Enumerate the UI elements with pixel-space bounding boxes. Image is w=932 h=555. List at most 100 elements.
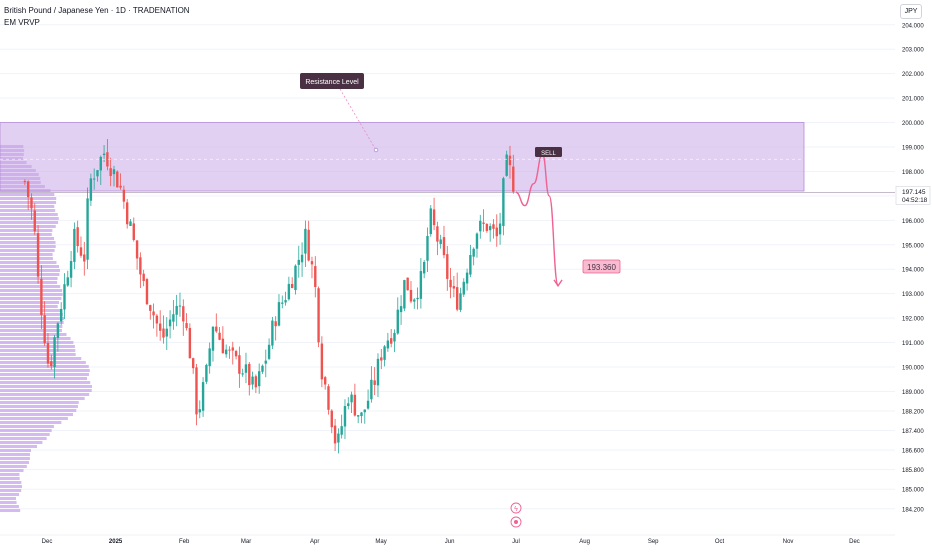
price-tick-label: 191.000 bbox=[902, 341, 924, 347]
candle-body bbox=[195, 367, 198, 415]
time-tick-label: May bbox=[375, 539, 386, 545]
volume-profile-bar bbox=[0, 485, 22, 488]
candle-body bbox=[488, 226, 492, 231]
symbol-title[interactable]: British Pound / Japanese Yen · 1D · TRAD… bbox=[4, 6, 190, 15]
target-label[interactable]: 193.360 bbox=[582, 259, 621, 274]
volume-profile-bar bbox=[0, 221, 59, 224]
candle-body bbox=[66, 277, 69, 286]
candle-body bbox=[59, 309, 63, 322]
volume-profile-bar bbox=[0, 349, 76, 352]
price-tick-label: 204.000 bbox=[902, 23, 924, 29]
volume-profile-bar bbox=[0, 365, 89, 368]
candle-body bbox=[452, 286, 456, 289]
price-tick-label: 199.000 bbox=[902, 146, 924, 152]
candle-body bbox=[63, 284, 66, 310]
price-tick-label: 185.800 bbox=[902, 468, 924, 474]
currency-button[interactable]: JPY bbox=[900, 4, 922, 19]
candle-body bbox=[492, 224, 495, 229]
candle-body bbox=[96, 170, 99, 177]
volume-profile-bar bbox=[0, 209, 56, 212]
price-axis-bg bbox=[895, 0, 932, 550]
volume-profile-bar bbox=[0, 457, 30, 460]
resistance-label-text: Resistance Level bbox=[305, 79, 359, 86]
candle-body bbox=[442, 237, 446, 256]
volume-profile-bar bbox=[0, 501, 17, 504]
candle-body bbox=[231, 347, 234, 351]
volume-profile-bar bbox=[0, 245, 56, 248]
volume-profile-bar bbox=[0, 233, 52, 236]
price-tick-label: 188.200 bbox=[902, 410, 924, 416]
candle-body bbox=[125, 202, 129, 225]
volume-profile-bar bbox=[0, 257, 53, 260]
candle-body bbox=[459, 293, 462, 310]
time-tick-label: Sep bbox=[648, 539, 659, 545]
volume-profile-bar bbox=[0, 313, 63, 316]
resistance-label[interactable]: Resistance Level bbox=[300, 73, 364, 89]
candle-body bbox=[198, 409, 201, 413]
candle-body bbox=[73, 228, 76, 262]
candle-body bbox=[158, 323, 162, 331]
candle-body bbox=[43, 315, 46, 344]
volume-profile-bar bbox=[0, 321, 64, 324]
time-axis[interactable]: Dec 2025 Feb Mar Apr May Jun Jul Aug Sep Oct Nov Dec bbox=[0, 534, 895, 550]
events-markers[interactable]: ϟ bbox=[510, 502, 522, 528]
price-tick-label: 200.000 bbox=[902, 121, 924, 127]
candle-body bbox=[264, 360, 267, 364]
indicator-label[interactable]: EM VRVP bbox=[4, 18, 40, 27]
candle-body bbox=[76, 227, 79, 247]
sell-label[interactable]: SELL bbox=[535, 147, 562, 157]
candle-body bbox=[79, 247, 83, 256]
volume-profile-bar bbox=[0, 217, 59, 220]
volume-profile-bar bbox=[0, 305, 58, 308]
candle-body bbox=[46, 342, 50, 364]
candle-body bbox=[465, 272, 469, 284]
lightning-icon: ϟ bbox=[514, 506, 518, 513]
resistance-zone[interactable] bbox=[0, 122, 805, 192]
volume-profile-bar bbox=[0, 413, 73, 416]
volume-profile-bar bbox=[0, 429, 52, 432]
candle-body bbox=[485, 224, 489, 231]
candle-body bbox=[439, 239, 442, 245]
volume-profile-bar bbox=[0, 309, 61, 312]
candle-body bbox=[205, 364, 208, 382]
candle-body bbox=[238, 355, 241, 374]
volume-profile-bar bbox=[0, 369, 90, 372]
candle-body bbox=[360, 412, 363, 417]
candle-body bbox=[416, 297, 419, 300]
time-tick-label: Oct bbox=[715, 539, 725, 545]
volume-profile-bar bbox=[0, 489, 22, 492]
candle-body bbox=[469, 255, 472, 275]
price-tick-label: 185.000 bbox=[902, 488, 924, 494]
bar-countdown: 04:52:18 bbox=[902, 197, 928, 204]
candle-body bbox=[386, 340, 390, 349]
volume-profile-bar bbox=[0, 469, 24, 472]
volume-profile-bar bbox=[0, 417, 68, 420]
candle-body bbox=[320, 343, 324, 380]
volume-profile-bar bbox=[0, 401, 79, 404]
candle-body bbox=[145, 279, 149, 305]
time-tick-label: Jul bbox=[512, 539, 520, 545]
target-label-text: 193.360 bbox=[587, 263, 616, 272]
candle-body bbox=[330, 410, 333, 428]
volume-profile-bar bbox=[0, 421, 62, 424]
price-axis[interactable]: 204.000 203.000 202.000 201.000 200.000 199.0… bbox=[895, 0, 932, 550]
volume-profile-bar bbox=[0, 277, 58, 280]
candle-body bbox=[479, 220, 482, 232]
volume-profile bbox=[0, 145, 92, 512]
candle-body bbox=[152, 311, 155, 316]
arrow-head-icon bbox=[553, 279, 563, 288]
time-tick-label: Dec bbox=[849, 539, 860, 545]
candle-body bbox=[502, 178, 505, 226]
candle-body bbox=[92, 178, 96, 180]
price-tick-label: 196.000 bbox=[902, 219, 924, 225]
projection[interactable] bbox=[515, 153, 589, 288]
volume-profile-bar bbox=[0, 297, 62, 300]
candle-body bbox=[472, 248, 475, 257]
volume-profile-bar bbox=[0, 261, 57, 264]
event-marker-lightning-icon[interactable] bbox=[510, 502, 522, 514]
candle-body bbox=[221, 338, 225, 354]
price-tick-label: 194.000 bbox=[902, 268, 924, 274]
candle-body bbox=[333, 425, 337, 444]
